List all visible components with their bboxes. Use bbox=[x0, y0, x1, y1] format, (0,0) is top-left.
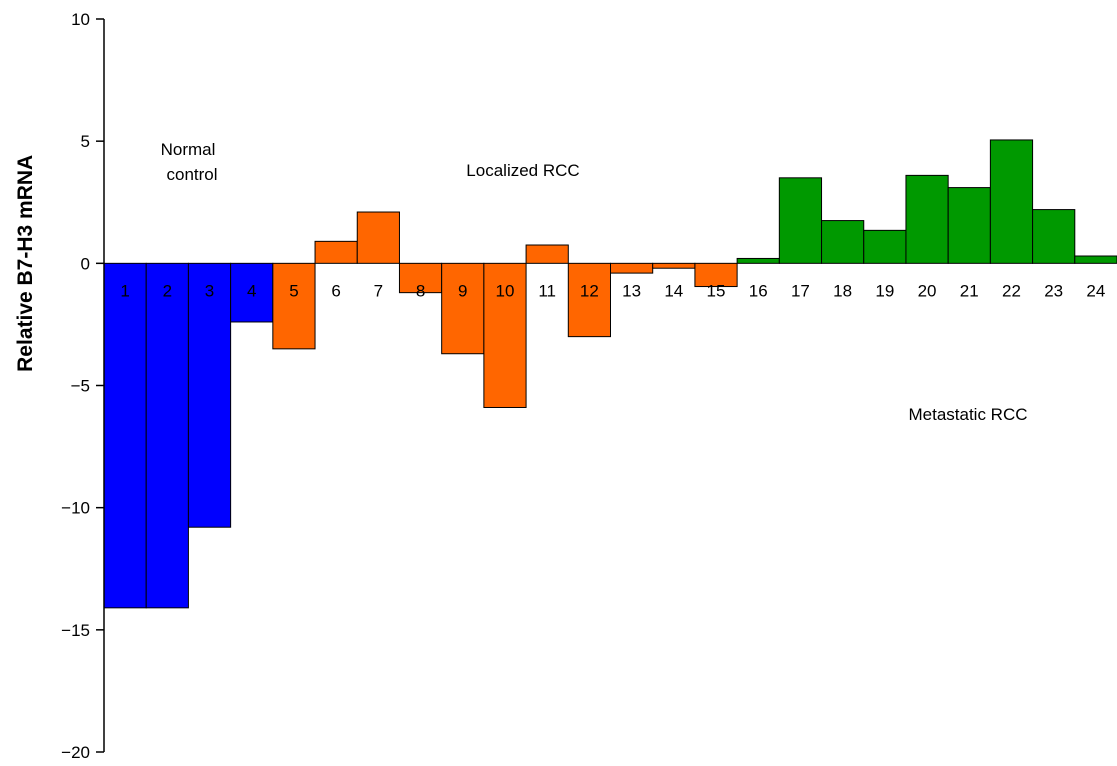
category-label-9: 9 bbox=[458, 281, 467, 300]
category-labels: 1 2 3 4 5 6 7 8 9 10 11 12 13 14 15 16 17 18 19 20 21 22 23 24 bbox=[120, 281, 1105, 300]
y-tick-label: −20 bbox=[61, 743, 90, 762]
category-label-4: 4 bbox=[247, 281, 256, 300]
y-axis: 10 5 0 −5 −10 −15 −20 bbox=[61, 10, 105, 762]
bar-20 bbox=[905, 174, 949, 264]
bar-16 bbox=[736, 257, 780, 264]
category-label-1: 1 bbox=[120, 281, 129, 300]
y-tick-label: 10 bbox=[71, 10, 90, 29]
annotation-localized-rcc: Localized RCC bbox=[466, 161, 579, 180]
category-label-6: 6 bbox=[331, 281, 340, 300]
category-label-16: 16 bbox=[749, 281, 768, 300]
category-label-8: 8 bbox=[416, 281, 425, 300]
bar-1 bbox=[103, 262, 147, 609]
bar-6 bbox=[314, 240, 358, 264]
y-tick-label: 5 bbox=[81, 132, 90, 151]
bar-22 bbox=[989, 139, 1034, 264]
bars-layer bbox=[103, 139, 1117, 609]
annotation-normal-line1: Normal bbox=[161, 140, 216, 159]
bar-15 bbox=[694, 262, 738, 288]
bar-2 bbox=[145, 262, 189, 609]
category-label-18: 18 bbox=[833, 281, 852, 300]
y-tick-label: −15 bbox=[61, 621, 90, 640]
category-label-13: 13 bbox=[622, 281, 641, 300]
category-label-12: 12 bbox=[580, 281, 599, 300]
bar-17 bbox=[778, 177, 823, 264]
bar-13 bbox=[610, 262, 654, 274]
category-label-22: 22 bbox=[1002, 281, 1021, 300]
bar-4 bbox=[230, 262, 274, 323]
category-label-7: 7 bbox=[374, 281, 383, 300]
category-label-14: 14 bbox=[664, 281, 683, 300]
bar-12 bbox=[567, 262, 612, 338]
y-tick-label: −5 bbox=[71, 377, 90, 396]
bar-9 bbox=[441, 262, 485, 355]
category-label-17: 17 bbox=[791, 281, 810, 300]
category-label-10: 10 bbox=[496, 281, 515, 300]
bar-11 bbox=[525, 244, 569, 264]
category-label-15: 15 bbox=[707, 281, 726, 300]
category-label-23: 23 bbox=[1044, 281, 1063, 300]
category-label-21: 21 bbox=[960, 281, 979, 300]
category-label-2: 2 bbox=[163, 281, 172, 300]
bar-7 bbox=[356, 211, 400, 264]
category-label-5: 5 bbox=[289, 281, 298, 300]
y-tick-label: −10 bbox=[61, 499, 90, 518]
category-label-19: 19 bbox=[875, 281, 894, 300]
bar-10 bbox=[483, 262, 527, 408]
annotation-metastatic-rcc: Metastatic RCC bbox=[908, 405, 1027, 424]
bar-3 bbox=[187, 262, 232, 528]
bar-8 bbox=[398, 262, 443, 294]
category-label-11: 11 bbox=[538, 281, 556, 300]
annotation-normal-line2: control bbox=[166, 165, 217, 184]
bar-5 bbox=[272, 262, 316, 350]
bar-19 bbox=[863, 229, 907, 264]
category-label-20: 20 bbox=[918, 281, 937, 300]
bar-14 bbox=[652, 262, 696, 269]
bar-18 bbox=[821, 220, 865, 264]
bar-23 bbox=[1032, 209, 1076, 264]
bar-21 bbox=[947, 187, 991, 264]
y-axis-label: Relative B7-H3 mRNA bbox=[14, 155, 37, 372]
y-tick-label: 0 bbox=[81, 254, 90, 273]
category-label-3: 3 bbox=[205, 281, 214, 300]
category-label-24: 24 bbox=[1086, 281, 1105, 300]
bar-24 bbox=[1074, 255, 1117, 264]
